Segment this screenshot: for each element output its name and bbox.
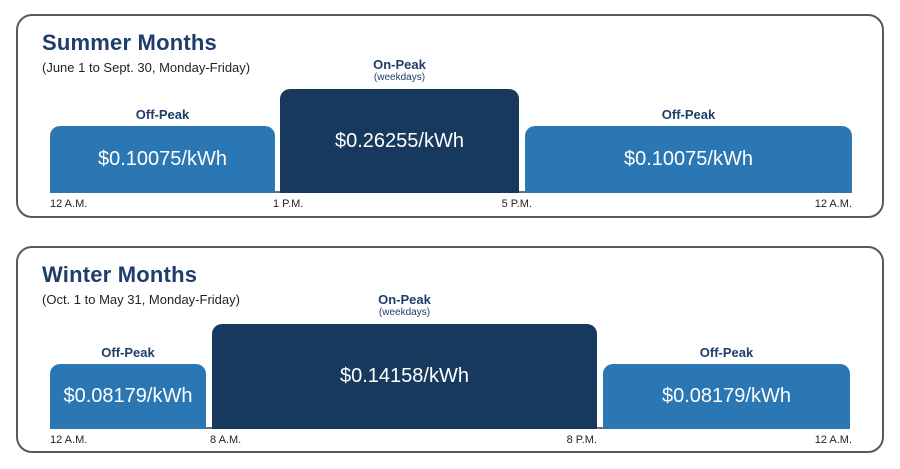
off-peak-bar: $0.08179/kWh	[50, 364, 206, 429]
rate-value: $0.10075/kWh	[98, 148, 227, 170]
chart-subtitle: (June 1 to Sept. 30, Monday-Friday)	[42, 60, 251, 75]
off-peak-label: Off-Peak	[699, 345, 754, 360]
axis-tick: 8 A.M.	[210, 434, 242, 446]
chart-title: Summer Months	[42, 30, 217, 55]
off-peak-bar: $0.10075/kWh	[50, 126, 275, 193]
rate-value: $0.10075/kWh	[624, 148, 753, 170]
axis-tick: 12 A.M.	[814, 434, 852, 446]
on-peak-label: On-Peak (weekdays)	[280, 57, 519, 84]
axis-tick: 5 P.M.	[501, 198, 532, 210]
winter-months-card: Winter Months (Oct. 1 to May 31, Monday-…	[16, 246, 884, 453]
off-peak-label: Off-Peak	[101, 345, 155, 360]
rate-value: $0.08179/kWh	[662, 385, 791, 407]
chart-subtitle: (Oct. 1 to May 31, Monday-Friday)	[42, 292, 240, 307]
axis-tick: 12 A.M.	[50, 198, 88, 210]
on-peak-bar: $0.26255/kWh	[280, 89, 519, 193]
off-peak-label: Off-Peak	[661, 107, 716, 122]
chart-title: Winter Months	[42, 262, 198, 287]
off-peak-bar: $0.10075/kWh	[525, 126, 852, 193]
rate-value: $0.08179/kWh	[63, 385, 193, 407]
weekdays-sublabel: (weekdays)	[373, 72, 426, 83]
on-peak-label-text: On-Peak	[373, 57, 426, 72]
axis-tick: 12 A.M.	[50, 434, 88, 446]
summer-months-card: Summer Months (June 1 to Sept. 30, Monda…	[16, 14, 884, 218]
axis-tick: 12 A.M.	[814, 198, 852, 210]
rate-value: $0.14158/kWh	[340, 365, 469, 387]
axis-tick: 8 P.M.	[566, 434, 597, 446]
off-peak-bar: $0.08179/kWh	[603, 364, 850, 429]
on-peak-label: On-Peak (weekdays)	[212, 292, 597, 319]
on-peak-bar: $0.14158/kWh	[212, 324, 597, 429]
rate-value: $0.26255/kWh	[335, 129, 464, 152]
axis-tick: 1 P.M.	[273, 198, 304, 210]
weekdays-sublabel: (weekdays)	[378, 307, 431, 318]
off-peak-label: Off-Peak	[135, 107, 190, 122]
on-peak-label-text: On-Peak	[378, 292, 431, 307]
